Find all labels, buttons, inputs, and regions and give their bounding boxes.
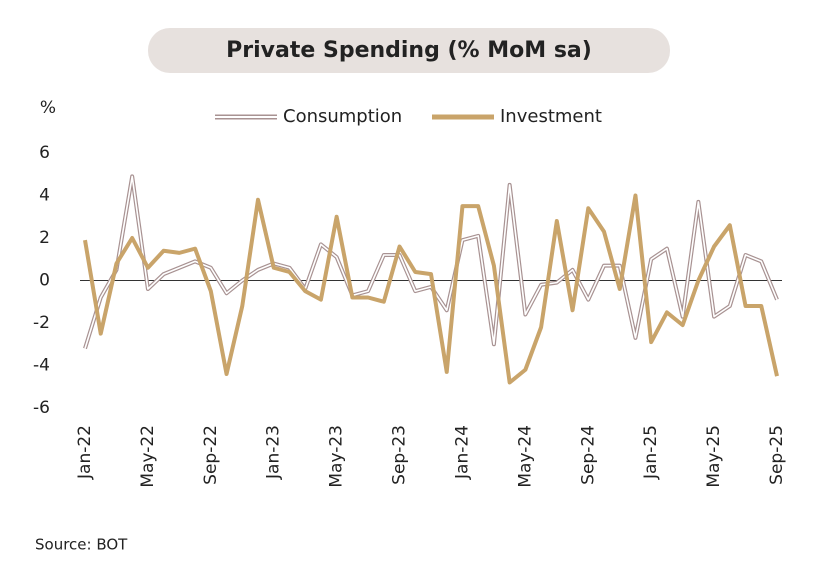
y-tick-label: 0 bbox=[39, 271, 50, 291]
y-axis-label: % bbox=[40, 98, 56, 118]
x-tick-label: Jan-25 bbox=[641, 425, 661, 480]
chart-title: Private Spending (% MoM sa) bbox=[226, 38, 592, 63]
x-tick-label: May-22 bbox=[138, 425, 158, 488]
series-line bbox=[83, 174, 779, 350]
legend-label: Consumption bbox=[283, 106, 402, 127]
legend-label: Investment bbox=[500, 106, 602, 127]
series-line bbox=[83, 193, 779, 385]
y-tick-label: 2 bbox=[39, 228, 50, 248]
x-tick-label: Sep-22 bbox=[201, 425, 221, 485]
x-tick-label: May-24 bbox=[515, 425, 535, 488]
x-tick-label: Sep-24 bbox=[578, 425, 598, 485]
x-tick-label: Jan-22 bbox=[75, 425, 95, 480]
y-tick-label: -6 bbox=[33, 398, 50, 418]
title-background bbox=[148, 28, 670, 73]
y-tick-label: -4 bbox=[33, 356, 50, 376]
x-tick-label: May-25 bbox=[704, 425, 724, 488]
y-tick-label: 6 bbox=[39, 143, 50, 163]
x-tick-label: Sep-23 bbox=[390, 425, 410, 485]
y-tick-label: -2 bbox=[33, 313, 50, 333]
y-tick-label: 4 bbox=[39, 186, 50, 206]
x-tick-label: Jan-23 bbox=[264, 425, 284, 480]
x-tick-label: Jan-24 bbox=[452, 425, 472, 480]
x-tick-label: May-23 bbox=[327, 425, 347, 488]
source: Source: BOT bbox=[35, 536, 128, 554]
x-tick-label: Sep-25 bbox=[767, 425, 787, 485]
